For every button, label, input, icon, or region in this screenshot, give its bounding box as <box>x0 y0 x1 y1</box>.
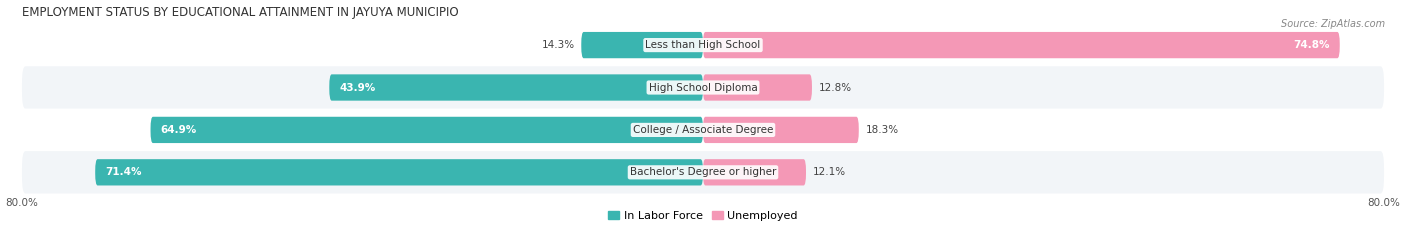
Legend: In Labor Force, Unemployed: In Labor Force, Unemployed <box>603 206 803 225</box>
Text: 74.8%: 74.8% <box>1294 40 1330 50</box>
FancyBboxPatch shape <box>703 32 1340 58</box>
Text: 12.8%: 12.8% <box>818 82 852 93</box>
FancyBboxPatch shape <box>703 117 859 143</box>
FancyBboxPatch shape <box>96 159 703 185</box>
Text: 71.4%: 71.4% <box>105 167 142 177</box>
Text: 18.3%: 18.3% <box>866 125 898 135</box>
Text: 12.1%: 12.1% <box>813 167 846 177</box>
FancyBboxPatch shape <box>22 24 1384 66</box>
FancyBboxPatch shape <box>150 117 703 143</box>
Text: Bachelor's Degree or higher: Bachelor's Degree or higher <box>630 167 776 177</box>
Text: 14.3%: 14.3% <box>541 40 575 50</box>
FancyBboxPatch shape <box>22 66 1384 109</box>
Text: Source: ZipAtlas.com: Source: ZipAtlas.com <box>1281 19 1385 29</box>
Text: College / Associate Degree: College / Associate Degree <box>633 125 773 135</box>
Text: High School Diploma: High School Diploma <box>648 82 758 93</box>
FancyBboxPatch shape <box>22 151 1384 194</box>
Text: 64.9%: 64.9% <box>160 125 197 135</box>
Text: 43.9%: 43.9% <box>339 82 375 93</box>
FancyBboxPatch shape <box>703 74 811 101</box>
FancyBboxPatch shape <box>581 32 703 58</box>
Text: Less than High School: Less than High School <box>645 40 761 50</box>
Text: EMPLOYMENT STATUS BY EDUCATIONAL ATTAINMENT IN JAYUYA MUNICIPIO: EMPLOYMENT STATUS BY EDUCATIONAL ATTAINM… <box>22 6 458 19</box>
FancyBboxPatch shape <box>22 109 1384 151</box>
FancyBboxPatch shape <box>703 159 806 185</box>
FancyBboxPatch shape <box>329 74 703 101</box>
